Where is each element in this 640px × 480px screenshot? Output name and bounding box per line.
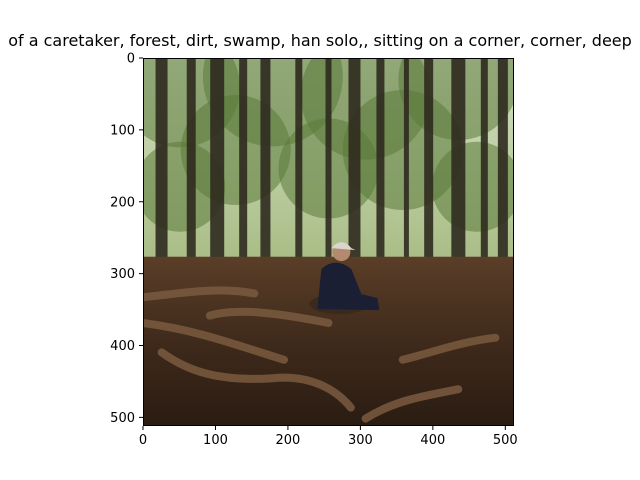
y-axis: 0 100 200 300 400 500 <box>110 52 143 426</box>
photo-forest-caretaker-icon <box>143 58 514 426</box>
y-tick-label: 200 <box>110 195 135 210</box>
chart-title: of a caretaker, forest, dirt, swamp, han… <box>8 31 632 50</box>
x-tick-label: 500 <box>493 433 518 448</box>
axes-frame <box>143 58 514 426</box>
x-tick-label: 400 <box>420 433 445 448</box>
y-tick-label: 100 <box>110 123 135 138</box>
y-tick-label: 400 <box>110 339 135 354</box>
x-axis: 0 100 200 300 400 500 <box>139 426 518 448</box>
y-tick-label: 300 <box>110 267 135 282</box>
y-tick-label: 500 <box>110 411 135 426</box>
x-tick-label: 300 <box>348 433 373 448</box>
x-tick-label: 200 <box>276 433 301 448</box>
x-tick-label: 0 <box>139 433 147 448</box>
x-tick-label: 100 <box>203 433 228 448</box>
y-tick-label: 0 <box>127 52 135 67</box>
